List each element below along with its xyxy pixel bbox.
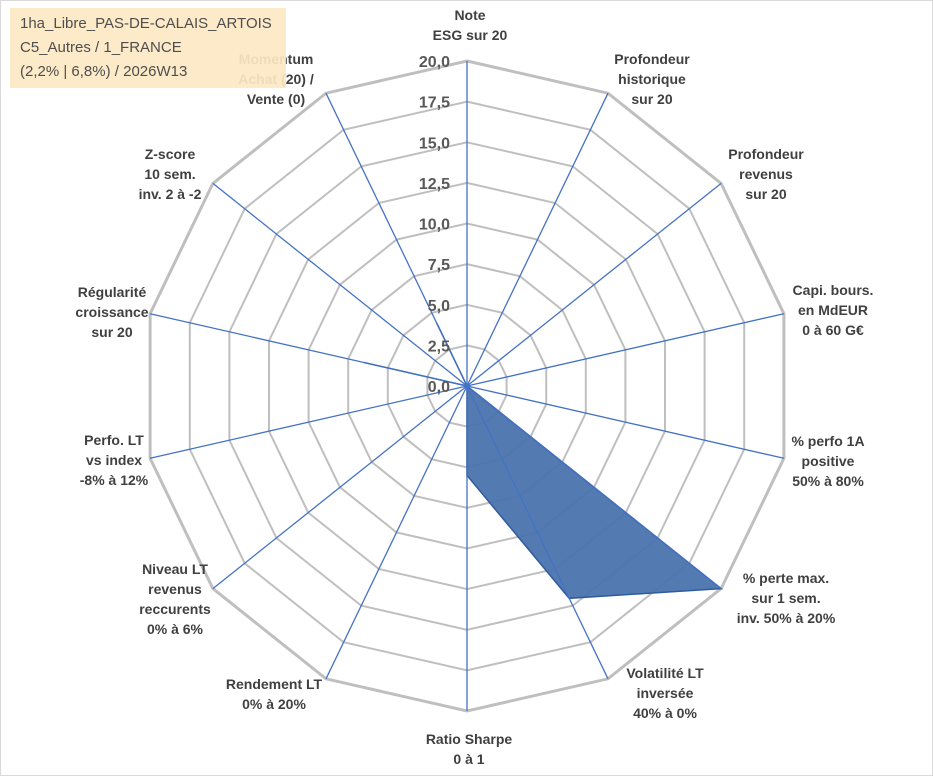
- axis-label-11: Régularité croissance sur 20: [75, 284, 148, 340]
- series-area-0: [363, 322, 724, 600]
- tick-label: 20,0: [419, 54, 450, 71]
- spoke-9: [212, 385, 468, 590]
- spoke-5: [466, 385, 722, 590]
- tick-label: 10,0: [419, 217, 450, 234]
- spoke-10: [149, 385, 468, 459]
- spoke-2: [466, 182, 722, 387]
- spoke-11: [149, 313, 468, 387]
- info-line-3: (2,2% | 6,8%) / 2026W13: [20, 63, 188, 80]
- tick-label: 12,5: [419, 176, 450, 193]
- axis-label-7: Ratio Sharpe 0 à 1: [426, 731, 513, 767]
- tick-label: 5,0: [428, 298, 450, 315]
- axis-labels: Note ESG sur 20 Profondeur historique sur 20…: [75, 7, 873, 767]
- tick-label: 17,5: [419, 95, 450, 112]
- radar-series: [363, 322, 724, 600]
- spoke-6: [466, 385, 609, 680]
- axis-label-5: % perte max. sur 1 sem. inv. 50% à 20%: [737, 570, 836, 626]
- axis-label-2: Profondeur revenus sur 20: [728, 146, 804, 202]
- axis-label-8: Rendement LT 0% à 20%: [226, 676, 323, 712]
- spoke-3: [466, 313, 785, 387]
- info-line-1: 1ha_Libre_PAS-DE-CALAIS_ARTOIS: [20, 15, 272, 32]
- radar-spokes: [149, 61, 785, 711]
- axis-label-6: Volatilité LT inversée 40% à 0%: [626, 665, 704, 721]
- tick-label: 0,0: [428, 379, 450, 396]
- tick-label: 2,5: [428, 338, 450, 355]
- axis-label-10: Perfo. LT vs index -8% à 12%: [80, 432, 149, 488]
- spoke-8: [325, 385, 468, 680]
- axis-label-3: Capi. bours. en MdEUR 0 à 60 G€: [793, 282, 874, 338]
- axis-label-1: Profondeur historique sur 20: [614, 51, 690, 107]
- radial-tick-labels: 0,0 2,5 5,0 7,5 10,0 12,5 15,0 17,5 20,0: [419, 54, 450, 396]
- info-line-2: C5_Autres / 1_FRANCE: [20, 39, 182, 56]
- tick-label: 15,0: [419, 135, 450, 152]
- axis-label-4: % perfo 1A positive 50% à 80%: [791, 433, 864, 489]
- spoke-4: [466, 385, 785, 459]
- axis-label-0: Note ESG sur 20: [433, 7, 508, 43]
- axis-label-9: Niveau LT revenus reccurents 0% à 6%: [139, 561, 211, 637]
- tick-label: 7,5: [428, 257, 450, 274]
- axis-label-12: Z-score 10 sem. inv. 2 à -2: [139, 146, 202, 202]
- spoke-13: [325, 92, 468, 387]
- spoke-1: [466, 92, 609, 387]
- spoke-12: [212, 182, 468, 387]
- info-box: 1ha_Libre_PAS-DE-CALAIS_ARTOIS C5_Autres…: [10, 8, 286, 88]
